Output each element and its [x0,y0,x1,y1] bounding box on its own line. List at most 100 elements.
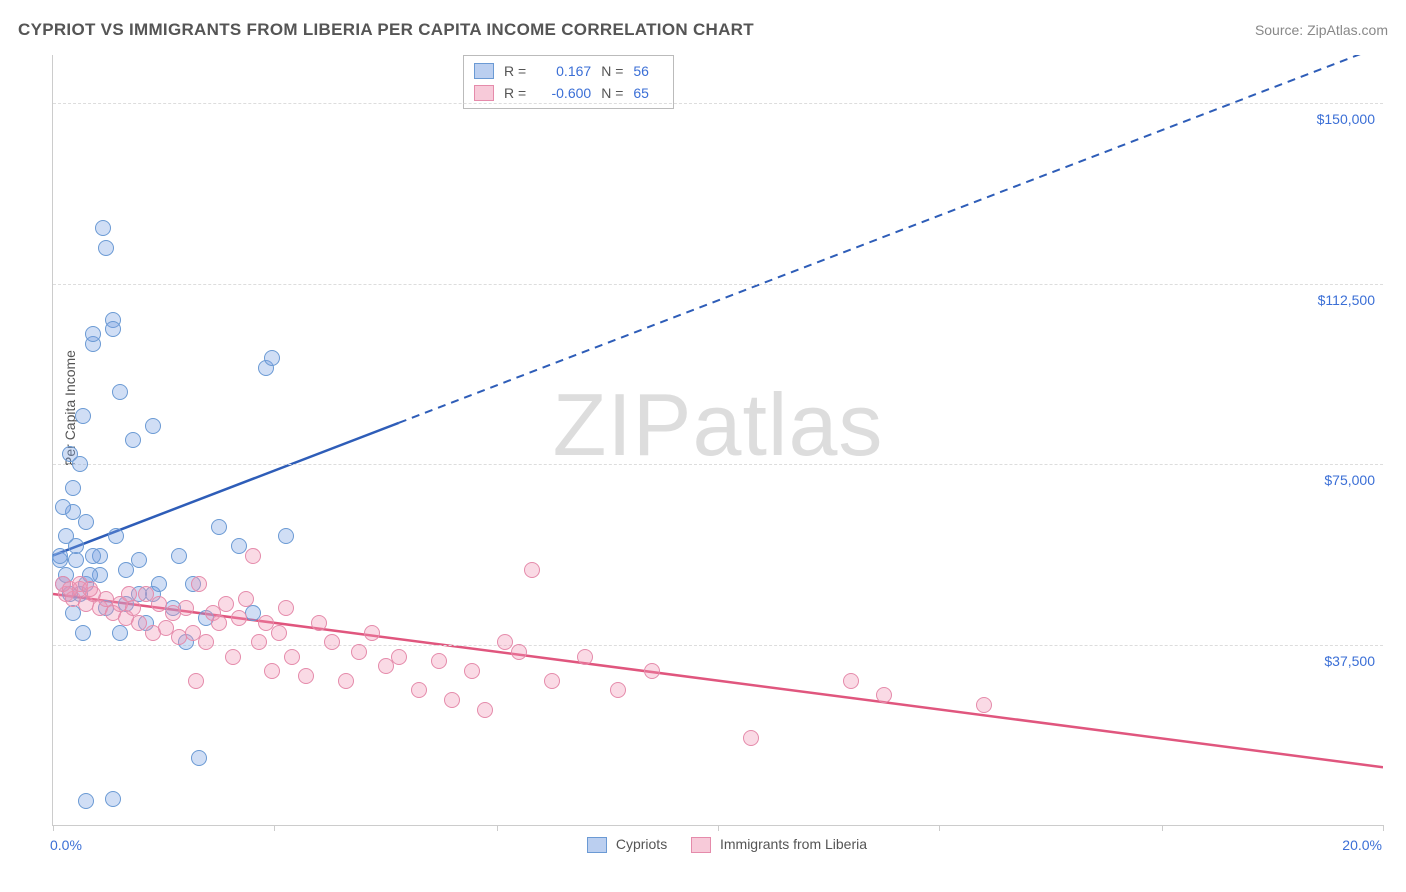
x-tick [53,825,54,831]
r-label: R = [504,82,526,104]
data-point [245,548,261,564]
data-point [78,793,94,809]
data-point [105,791,121,807]
data-point [298,668,314,684]
data-point [52,548,68,564]
x-tick-max: 20.0% [1342,837,1382,853]
data-point [178,600,194,616]
swatch-pink [691,837,711,853]
data-point [278,600,294,616]
grid-line [53,103,1383,104]
legend-label-cypriots: Cypriots [616,836,667,852]
y-tick-label: $112,500 [1318,292,1375,308]
data-point [391,649,407,665]
data-point [238,591,254,607]
grid-line [53,464,1383,465]
x-tick [718,825,719,831]
chart-source: Source: ZipAtlas.com [1255,22,1388,38]
data-point [218,596,234,612]
data-point [324,634,340,650]
x-tick [497,825,498,831]
x-tick [1162,825,1163,831]
data-point [577,649,593,665]
data-point [743,730,759,746]
grid-line [53,284,1383,285]
n-label: N = [601,82,623,104]
swatch-blue [474,63,494,79]
data-point [131,552,147,568]
r-value-liberia: -0.600 [536,82,591,104]
data-point [171,548,187,564]
data-point [191,750,207,766]
data-point [151,576,167,592]
data-point [145,418,161,434]
data-point [121,586,137,602]
data-point [284,649,300,665]
data-point [876,687,892,703]
data-point [112,625,128,641]
data-point [251,634,267,650]
n-label: N = [601,60,623,82]
stats-legend: R = 0.167 N = 56 R = -0.600 N = 65 [463,55,674,109]
data-point [231,610,247,626]
data-point [55,499,71,515]
data-point [511,644,527,660]
chart-area: ZIPatlas R = 0.167 N = 56 R = -0.600 N =… [52,55,1382,825]
data-point [78,514,94,530]
data-point [411,682,427,698]
data-point [444,692,460,708]
data-point [311,615,327,631]
data-point [477,702,493,718]
stats-row-cypriots: R = 0.167 N = 56 [474,60,663,82]
data-point [72,456,88,472]
data-point [271,625,287,641]
data-point [610,682,626,698]
data-point [431,653,447,669]
legend-label-liberia: Immigrants from Liberia [720,836,867,852]
data-point [98,240,114,256]
r-value-cypriots: 0.167 [536,60,591,82]
x-tick [939,825,940,831]
data-point [85,548,101,564]
x-tick [1383,825,1384,831]
data-point [211,615,227,631]
watermark: ZIPatlas [553,374,884,476]
x-tick-min: 0.0% [50,837,82,853]
data-point [264,350,280,366]
y-tick-label: $37,500 [1324,653,1375,669]
data-point [351,644,367,660]
trend-lines [53,55,1383,825]
data-point [65,480,81,496]
data-point [105,321,121,337]
data-point [95,220,111,236]
chart-header: CYPRIOT VS IMMIGRANTS FROM LIBERIA PER C… [18,20,1388,40]
scatter-plot: ZIPatlas R = 0.167 N = 56 R = -0.600 N =… [52,55,1383,826]
data-point [524,562,540,578]
x-tick [274,825,275,831]
data-point [211,519,227,535]
data-point [188,673,204,689]
data-point [278,528,294,544]
swatch-blue [587,837,607,853]
data-point [75,625,91,641]
data-point [338,673,354,689]
data-point [644,663,660,679]
data-point [112,384,128,400]
data-point [198,634,214,650]
data-point [68,538,84,554]
data-point [68,552,84,568]
data-point [118,562,134,578]
data-point [82,581,98,597]
swatch-pink [474,85,494,101]
data-point [544,673,560,689]
data-point [191,576,207,592]
y-tick-label: $150,000 [1317,111,1375,127]
n-value-liberia: 65 [633,82,663,104]
chart-title: CYPRIOT VS IMMIGRANTS FROM LIBERIA PER C… [18,20,754,40]
y-tick-label: $75,000 [1324,472,1375,488]
data-point [976,697,992,713]
data-point [125,432,141,448]
data-point [264,663,280,679]
series-legend: Cypriots Immigrants from Liberia [52,836,1382,853]
stats-row-liberia: R = -0.600 N = 65 [474,82,663,104]
